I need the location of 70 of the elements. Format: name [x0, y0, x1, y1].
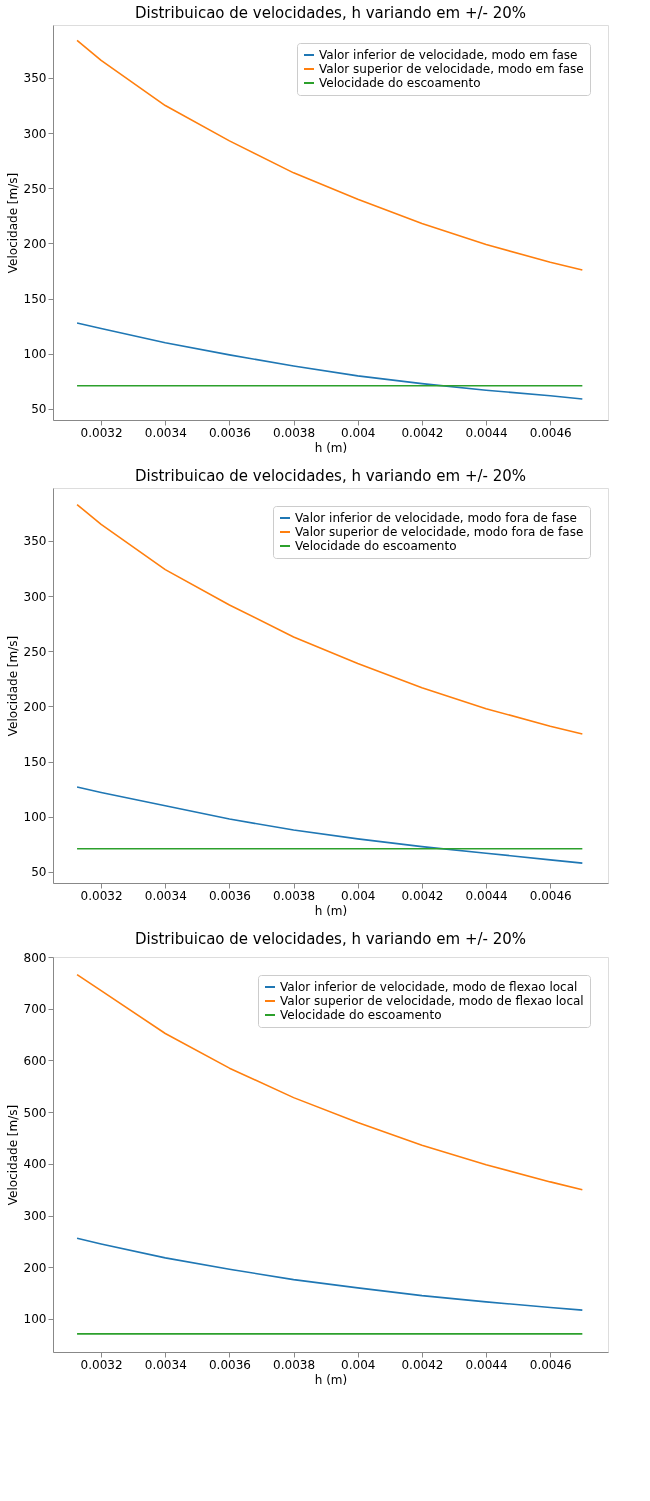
line-series: [76, 322, 584, 400]
chart-title: Distribuicao de velocidades, h variando em +/- 20%: [134, 4, 527, 22]
y-tick-label: 50: [31, 402, 47, 417]
x-tick-label: 0.0032: [80, 888, 123, 903]
legend-label: Valor superior de velocidade, modo em fase: [319, 62, 584, 76]
x-tick-label: 0.0034: [144, 425, 187, 440]
legend-label: Valor inferior de velocidade, modo em fase: [319, 48, 578, 62]
x-axis-title: h (m): [314, 903, 348, 918]
x-tick-label: 0.0042: [401, 425, 444, 440]
x-tick-label: 0.0036: [208, 425, 251, 440]
x-tick-label: 0.0034: [144, 1357, 187, 1372]
x-tick-label: 0.0032: [80, 1357, 123, 1372]
legend-label: Velocidade do escoamento: [280, 1008, 442, 1022]
x-axis-title: h (m): [314, 440, 348, 455]
x-tick-label: 0.0046: [529, 1357, 572, 1372]
x-tick-label: 0.0044: [465, 888, 508, 903]
line-series: [76, 1237, 584, 1311]
x-tick-label: 0.0036: [208, 888, 251, 903]
y-tick-label: 300: [23, 1209, 47, 1224]
legend-label: Valor superior de velocidade, modo fora de fase: [295, 525, 584, 539]
line-series: [76, 503, 584, 735]
y-tick-label: 300: [23, 589, 47, 604]
x-tick-label: 0.0042: [401, 1357, 444, 1372]
legend-label: Velocidade do escoamento: [295, 539, 457, 553]
y-tick-label: 150: [23, 755, 47, 770]
x-tick-label: 0.0038: [273, 1357, 316, 1372]
y-tick-label: 350: [23, 71, 47, 86]
x-tick-label: 0.004: [341, 425, 376, 440]
x-tick-label: 0.0046: [529, 425, 572, 440]
x-axis-title: h (m): [314, 1372, 348, 1387]
y-tick-label: 250: [23, 181, 47, 196]
x-tick-label: 0.0044: [465, 425, 508, 440]
y-tick-label: 800: [23, 950, 47, 965]
x-tick-label: 0.0038: [273, 425, 316, 440]
y-tick-label: 50: [31, 865, 47, 880]
line-series: [76, 973, 584, 1191]
y-tick-label: 700: [23, 1002, 47, 1017]
x-tick-label: 0.004: [341, 1357, 376, 1372]
x-tick-label: 0.0036: [208, 1357, 251, 1372]
y-tick-label: 200: [23, 236, 47, 251]
y-tick-label: 500: [23, 1105, 47, 1120]
y-axis-title: Velocidade [m/s]: [5, 1104, 20, 1206]
y-tick-label: 200: [23, 699, 47, 714]
y-tick-label: 100: [23, 810, 47, 825]
x-tick-label: 0.0044: [465, 1357, 508, 1372]
y-tick-label: 150: [23, 292, 47, 307]
y-tick-label: 250: [23, 644, 47, 659]
chart-title: Distribuicao de velocidades, h variando em +/- 20%: [134, 930, 527, 948]
y-tick-label: 400: [23, 1157, 47, 1172]
chart-title: Distribuicao de velocidades, h variando em +/- 20%: [134, 467, 527, 485]
legend-label: Velocidade do escoamento: [319, 76, 481, 90]
y-tick-label: 300: [23, 126, 47, 141]
x-tick-label: 0.004: [341, 888, 376, 903]
x-tick-label: 0.0042: [401, 888, 444, 903]
legend-label: Valor inferior de velocidade, modo de flexao local: [280, 980, 578, 994]
x-tick-label: 0.0046: [529, 888, 572, 903]
y-axis-title: Velocidade [m/s]: [5, 172, 20, 274]
line-series: [76, 786, 584, 864]
legend-label: Valor inferior de velocidade, modo fora de fase: [295, 511, 577, 525]
y-tick-label: 100: [23, 1312, 47, 1327]
y-tick-label: 100: [23, 347, 47, 362]
y-axis-title: Velocidade [m/s]: [5, 635, 20, 737]
x-tick-label: 0.0032: [80, 425, 123, 440]
y-tick-label: 600: [23, 1053, 47, 1068]
x-tick-label: 0.0038: [273, 888, 316, 903]
legend-label: Valor superior de velocidade, modo de flexao local: [280, 994, 584, 1008]
y-tick-label: 350: [23, 534, 47, 549]
x-tick-label: 0.0034: [144, 888, 187, 903]
line-series: [76, 39, 584, 271]
y-tick-label: 200: [23, 1260, 47, 1275]
